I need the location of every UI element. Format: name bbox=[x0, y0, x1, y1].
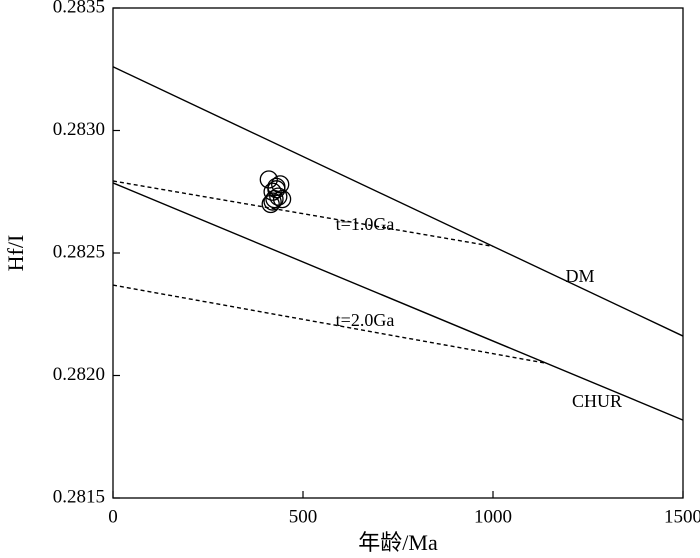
y-axis-label: Hf/I bbox=[3, 235, 28, 272]
plot-frame bbox=[112, 7, 684, 499]
y-tick-label: 0.2830 bbox=[53, 119, 105, 140]
y-tick-label: 0.2835 bbox=[53, 0, 105, 17]
x-tick-label: 1000 bbox=[474, 506, 512, 527]
point bbox=[259, 170, 278, 189]
point bbox=[263, 192, 282, 211]
line-label: CHUR bbox=[572, 391, 622, 411]
line-label: t=2.0Ga bbox=[336, 310, 395, 330]
point bbox=[263, 182, 282, 201]
x-tick-label: 0 bbox=[108, 506, 118, 527]
line bbox=[112, 180, 494, 248]
line-label: DM bbox=[565, 266, 594, 286]
line bbox=[112, 284, 547, 364]
x-axis-label: 年龄/Ma bbox=[358, 530, 438, 555]
y-tick-label: 0.2820 bbox=[53, 364, 105, 385]
x-tick-label: 1500 bbox=[664, 506, 700, 527]
line bbox=[112, 66, 684, 337]
line-label: t=1.0Ga bbox=[336, 214, 395, 234]
x-tick-label: 500 bbox=[289, 506, 318, 527]
point bbox=[272, 189, 292, 209]
point bbox=[269, 187, 288, 206]
y-tick-label: 0.2815 bbox=[53, 486, 105, 507]
point bbox=[265, 189, 284, 209]
point bbox=[267, 180, 286, 199]
y-tick-label: 0.2825 bbox=[53, 241, 105, 262]
line bbox=[112, 182, 684, 421]
